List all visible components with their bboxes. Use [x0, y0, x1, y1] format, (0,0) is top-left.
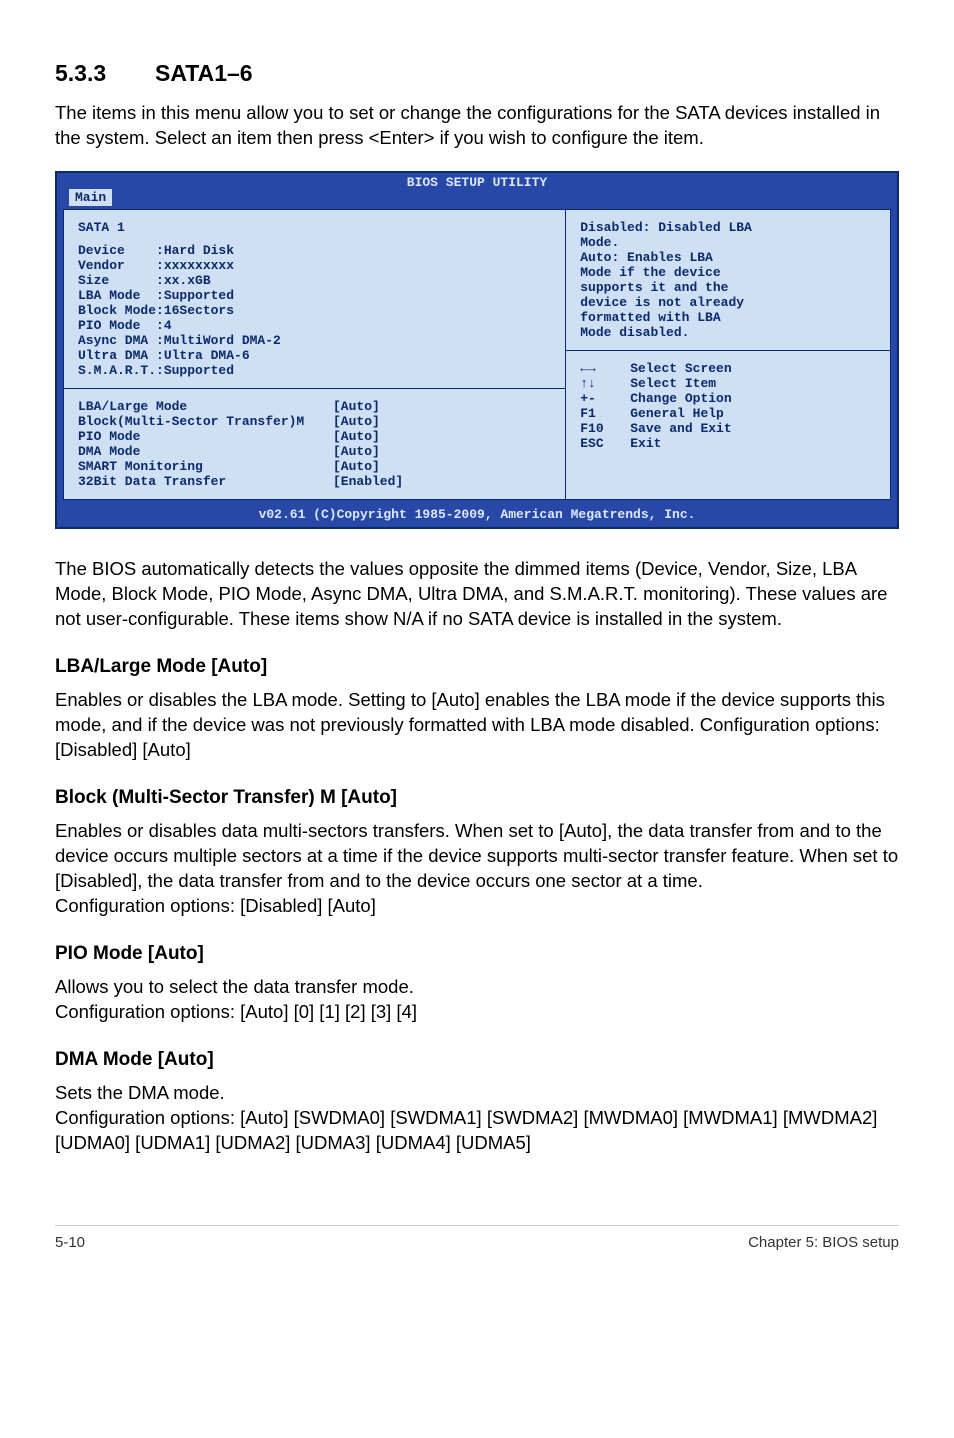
item-heading: LBA/Large Mode [Auto] — [55, 656, 899, 678]
bios-info-row: PIO Mode :4 — [78, 318, 551, 333]
bios-nav-key: ←→ — [580, 361, 630, 376]
bios-nav-row: +-Change Option — [580, 391, 876, 406]
bios-setting-value: [Auto] — [333, 444, 380, 459]
bios-setting-value: [Auto] — [333, 399, 380, 414]
bios-copyright: v02.61 (C)Copyright 1985-2009, American … — [57, 504, 897, 527]
bios-nav-key: F1 — [580, 406, 630, 421]
bios-nav-label: Exit — [630, 436, 661, 451]
bios-info-row: Async DMA :MultiWord DMA-2 — [78, 333, 551, 348]
bios-nav-label: Select Item — [630, 376, 716, 391]
bios-setting-value: [Auto] — [333, 459, 380, 474]
item-heading: DMA Mode [Auto] — [55, 1049, 899, 1071]
bios-help-line: Auto: Enables LBA — [580, 250, 876, 265]
bios-nav-label: Save and Exit — [630, 421, 731, 436]
bios-nav-row: ↑↓Select Item — [580, 376, 876, 391]
item-body: Enables or disables the LBA mode. Settin… — [55, 688, 899, 763]
bios-nav-label: Change Option — [630, 391, 731, 406]
bios-nav-row: F1General Help — [580, 406, 876, 421]
page-footer: 5-10 Chapter 5: BIOS setup — [55, 1225, 899, 1251]
bios-nav-row: F10Save and Exit — [580, 421, 876, 436]
bios-help-text: Disabled: Disabled LBAMode.Auto: Enables… — [580, 220, 876, 340]
bios-setting-row: LBA/Large Mode[Auto] — [78, 399, 551, 414]
section-title: 5.3.3SATA1–6 — [55, 60, 899, 87]
bios-nav-label: Select Screen — [630, 361, 731, 376]
bios-separator-right — [566, 350, 890, 351]
bios-info-row: Size :xx.xGB — [78, 273, 551, 288]
bios-setting-label: DMA Mode — [78, 444, 333, 459]
bios-info-row: Vendor :xxxxxxxxx — [78, 258, 551, 273]
bios-setting-label: Block(Multi-Sector Transfer)M — [78, 414, 333, 429]
item-body: Sets the DMA mode. Configuration options… — [55, 1081, 899, 1156]
bios-info-row: Ultra DMA :Ultra DMA-6 — [78, 348, 551, 363]
bios-info-list: Device :Hard DiskVendor :xxxxxxxxxSize :… — [78, 243, 551, 378]
item-heading: Block (Multi-Sector Transfer) M [Auto] — [55, 787, 899, 809]
items-container: LBA/Large Mode [Auto] Enables or disables… — [55, 656, 899, 1156]
bios-setting-label: LBA/Large Mode — [78, 399, 333, 414]
bios-nav-label: General Help — [630, 406, 724, 421]
bios-help-line: Mode if the device — [580, 265, 876, 280]
bios-setting-value: [Auto] — [333, 429, 380, 444]
bios-tab-main: Main — [69, 189, 112, 206]
bios-nav-row: ESCExit — [580, 436, 876, 451]
bios-info-row: Block Mode:16Sectors — [78, 303, 551, 318]
bios-help-line: supports it and the — [580, 280, 876, 295]
bios-help-line: Disabled: Disabled LBA — [580, 220, 876, 235]
bios-info-row: Device :Hard Disk — [78, 243, 551, 258]
item-body: Enables or disables data multi-sectors t… — [55, 819, 899, 919]
bios-setting-row: PIO Mode[Auto] — [78, 429, 551, 444]
bios-help-line: Mode disabled. — [580, 325, 876, 340]
bios-setting-row: SMART Monitoring[Auto] — [78, 459, 551, 474]
bios-setting-row: DMA Mode[Auto] — [78, 444, 551, 459]
bios-heading: SATA 1 — [78, 220, 551, 235]
bios-setting-label: 32Bit Data Transfer — [78, 474, 333, 489]
bios-nav-key: +- — [580, 391, 630, 406]
bios-setting-value: [Auto] — [333, 414, 380, 429]
bios-nav-row: ←→Select Screen — [580, 361, 876, 376]
bios-body: SATA 1 Device :Hard DiskVendor :xxxxxxxx… — [63, 209, 891, 500]
after-bios-paragraph: The BIOS automatically detects the value… — [55, 557, 899, 632]
bios-setting-row: 32Bit Data Transfer[Enabled] — [78, 474, 551, 489]
bios-right-panel: Disabled: Disabled LBAMode.Auto: Enables… — [566, 210, 890, 499]
intro-paragraph: The items in this menu allow you to set … — [55, 101, 899, 151]
bios-nav-key: F10 — [580, 421, 630, 436]
bios-title: BIOS SETUP UTILITY — [57, 173, 897, 190]
section-name: SATA1–6 — [155, 60, 253, 86]
bios-help-line: Mode. — [580, 235, 876, 250]
footer-page-num: 5-10 — [55, 1234, 85, 1251]
bios-screenshot: BIOS SETUP UTILITY Main SATA 1 Device :H… — [55, 171, 899, 529]
bios-left-panel: SATA 1 Device :Hard DiskVendor :xxxxxxxx… — [64, 210, 566, 499]
bios-help-line: formatted with LBA — [580, 310, 876, 325]
bios-setting-label: PIO Mode — [78, 429, 333, 444]
item-heading: PIO Mode [Auto] — [55, 943, 899, 965]
item-body: Allows you to select the data transfer m… — [55, 975, 899, 1025]
bios-settings-list: LBA/Large Mode[Auto]Block(Multi-Sector T… — [78, 399, 551, 489]
bios-help-line: device is not already — [580, 295, 876, 310]
bios-setting-label: SMART Monitoring — [78, 459, 333, 474]
footer-chapter: Chapter 5: BIOS setup — [748, 1234, 899, 1251]
bios-info-row: LBA Mode :Supported — [78, 288, 551, 303]
section-number: 5.3.3 — [55, 60, 155, 87]
bios-setting-row: Block(Multi-Sector Transfer)M[Auto] — [78, 414, 551, 429]
bios-setting-value: [Enabled] — [333, 474, 403, 489]
bios-tab-row: Main — [57, 190, 897, 209]
bios-nav-key: ↑↓ — [580, 376, 630, 391]
bios-nav-key: ESC — [580, 436, 630, 451]
bios-nav-keys: ←→Select Screen↑↓Select Item+-Change Opt… — [580, 361, 876, 451]
bios-info-row: S.M.A.R.T.:Supported — [78, 363, 551, 378]
bios-separator — [64, 388, 565, 389]
